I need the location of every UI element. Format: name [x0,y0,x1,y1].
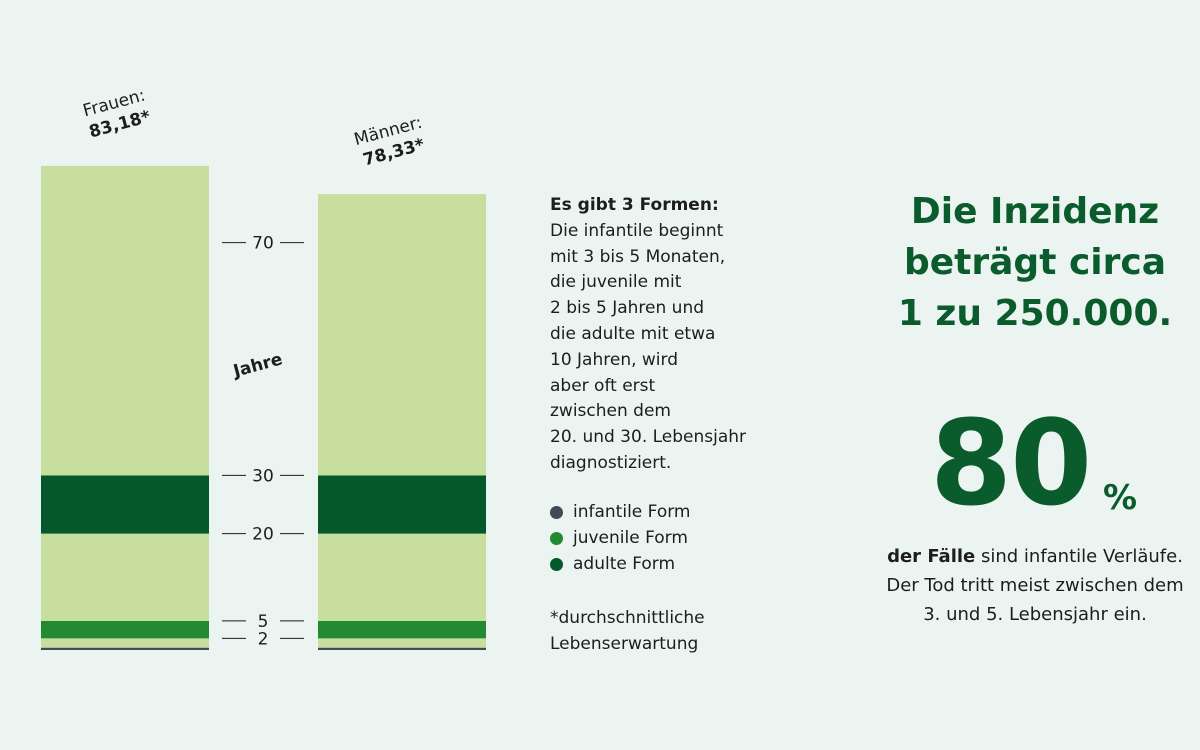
legend-dot-juvenile [550,531,563,545]
bar-men-segment-1 [318,638,486,648]
bar-women-segment-3 [41,533,209,621]
legend-item-infantile: infantile Form [550,499,690,525]
bar-women-segment-5 [41,165,209,476]
stat-desc-bold: der Fälle [887,546,976,567]
legend-label-juvenile: juvenile Form [573,528,688,548]
tick-label-2: 2 [258,629,269,649]
legend-label-adult: adulte Form [573,554,676,574]
legend-item-adult: adulte Form [550,551,690,577]
bar-women-segment-4 [41,475,209,534]
incidence-headline: Die Inzidenz beträgt circa 1 zu 250.000. [897,191,1173,334]
stat-description: der Fälle sind infantile Verläufe. Der T… [880,542,1190,629]
bar-men-segment-0 [318,647,486,650]
legend-dot-adult [550,557,563,571]
bar-women-segment-0 [41,647,209,650]
bar-men-segment-4 [318,475,486,534]
bar-men-segment-2 [318,620,486,639]
tick-label-5: 5 [258,612,269,632]
bar-women-segment-1 [41,638,209,648]
stat-number: 80 [930,394,1092,532]
tick-label-70: 70 [252,234,274,254]
forms-info-body: Die infantile beginnt mit 3 bis 5 Monate… [550,220,747,473]
legend-item-juvenile: juvenile Form [550,525,690,551]
stat-unit: % [1103,478,1138,518]
bar-men-segment-5 [318,194,486,476]
legend-label-infantile: infantile Form [573,502,691,522]
forms-info-title: Es gibt 3 Formen: [550,195,719,215]
bar-men-segment-3 [318,533,486,621]
legend-dot-infantile [550,505,563,519]
tick-label-20: 20 [252,525,274,545]
forms-info: Es gibt 3 Formen: Die infantile beginnt … [550,193,790,477]
bar-women-segment-2 [41,620,209,639]
legend: infantile Form juvenile Form adulte Form [550,499,690,577]
stat-desc-rest: sind infantile Verläufe. Der Tod tritt m… [886,546,1184,625]
lifespan-chart: 25 20 30 70 [41,165,486,650]
footnote: *durchschnittliche Lebenserwartung [550,608,705,654]
tick-label-30: 30 [252,466,274,486]
